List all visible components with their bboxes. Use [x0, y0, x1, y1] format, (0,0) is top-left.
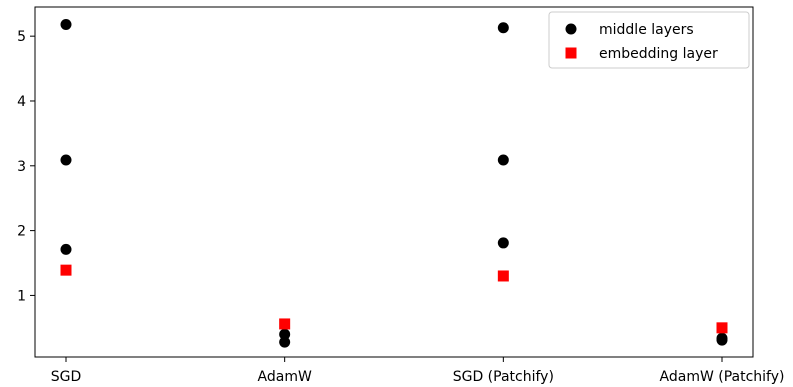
middle-layers-point — [716, 334, 728, 346]
embedding-layer-point — [716, 322, 728, 334]
middle-layers-point — [497, 154, 509, 166]
legend-square-marker — [565, 47, 577, 59]
middle-layers-point — [279, 336, 291, 348]
embedding-layer-point — [60, 264, 72, 276]
y-tick-label: 2 — [17, 224, 26, 240]
middle-layers-point — [497, 237, 509, 249]
middle-layers-point — [60, 19, 72, 30]
y-tick-label: 4 — [17, 94, 26, 110]
legend: middle layers embedding layer — [548, 11, 750, 69]
legend-circle-marker — [565, 23, 577, 35]
middle-layers-point — [279, 328, 291, 340]
y-axis: 1 2 3 4 5 — [17, 29, 35, 304]
legend-label: middle layers — [599, 22, 694, 38]
y-tick-label: 3 — [17, 159, 26, 175]
plot-frame — [34, 6, 754, 358]
x-axis: SGD AdamW SGD (Patchify) AdamW (Patchify) — [51, 357, 785, 385]
embedding-layer-point — [279, 318, 291, 330]
x-tick-label: AdamW — [258, 369, 312, 385]
middle-layers-point — [60, 243, 72, 255]
middle-layers-point — [60, 154, 72, 166]
legend-label: embedding layer — [599, 46, 718, 62]
data-marks — [60, 19, 728, 348]
x-tick-label: SGD (Patchify) — [453, 369, 554, 385]
legend-box — [548, 11, 750, 69]
x-tick-label: AdamW (Patchify) — [660, 369, 785, 385]
x-tick-label: SGD — [51, 369, 82, 385]
middle-layers-point — [497, 22, 509, 34]
y-tick-label: 5 — [17, 29, 26, 45]
y-tick-label: 1 — [17, 288, 26, 304]
plot-area — [34, 6, 754, 358]
embedding-layer-point — [497, 270, 509, 282]
